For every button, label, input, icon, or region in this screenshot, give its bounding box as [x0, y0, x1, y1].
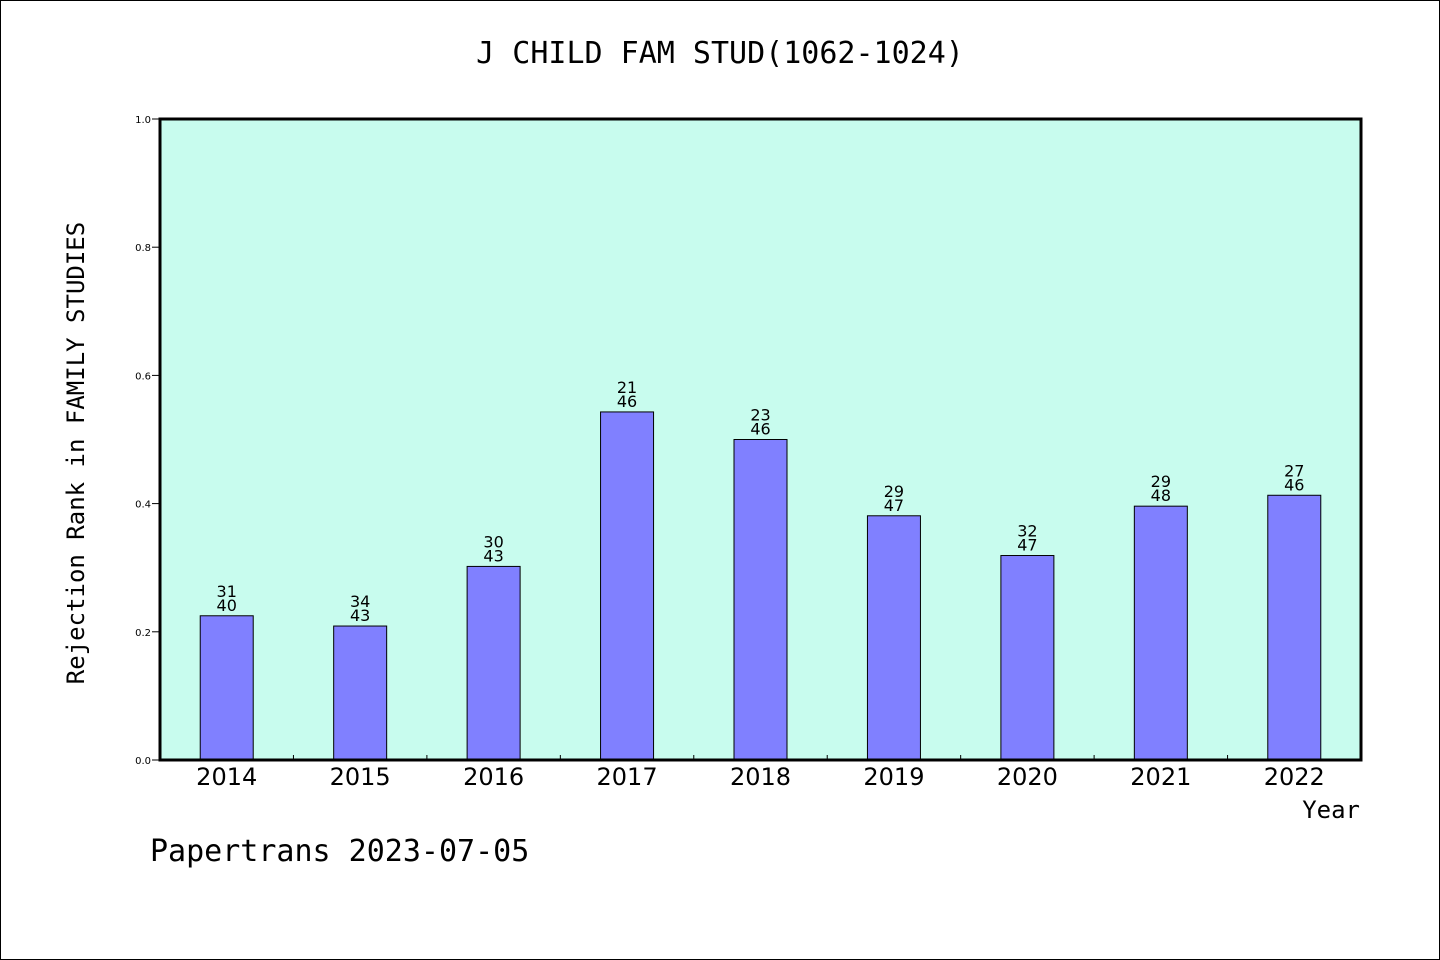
plot-border [158, 117, 1363, 762]
bar-label-top: 21 [617, 378, 637, 397]
x-category-label: 2018 [730, 763, 791, 791]
x-category-label: 2015 [330, 763, 391, 791]
bar-2016 [466, 565, 521, 761]
bar-2017 [600, 411, 655, 761]
x-category-label: 2019 [863, 763, 924, 791]
bar-2021 [1133, 505, 1188, 761]
bar-2015 [333, 625, 388, 761]
y-tick-label: 0.2 [135, 628, 151, 639]
bar-label-bottom: 48 [1151, 486, 1171, 505]
bar-label-top: 34 [350, 592, 370, 611]
chart-title: J CHILD FAM STUD(1062-1024) [476, 36, 964, 71]
bar-label-bottom: 43 [350, 606, 370, 625]
x-axis-label: Year [1302, 796, 1360, 824]
footer-credit: Papertrans 2023-07-05 [150, 834, 530, 869]
x-category-label: 2021 [1130, 763, 1191, 791]
bar-label-bottom: 46 [617, 392, 637, 411]
bar-label-top: 23 [750, 406, 770, 425]
x-category-label: 2017 [597, 763, 658, 791]
bar-2018 [733, 439, 788, 761]
y-tick-label: 0.6 [135, 371, 151, 382]
bar-label-top: 29 [884, 482, 904, 501]
bar-label-bottom: 40 [217, 596, 237, 615]
y-tick-label: 0.0 [135, 756, 151, 767]
bar-label-top: 32 [1017, 522, 1037, 541]
bar-label-bottom: 46 [1284, 475, 1304, 494]
bar-label-top: 29 [1151, 472, 1171, 491]
bar-2019 [866, 515, 921, 761]
bar-label-top: 30 [483, 532, 503, 551]
x-category-label: 2016 [463, 763, 524, 791]
y-tick-label: 1.0 [135, 115, 151, 126]
x-category-label: 2022 [1264, 763, 1325, 791]
bar-label-bottom: 43 [483, 546, 503, 565]
y-axis: 0.0 0.2 0.4 0.6 0.8 1.0 [135, 115, 160, 767]
x-axis: 2014 2015 2016 2017 2018 2019 2020 2021 2022 [196, 755, 1325, 791]
bar-label-bottom: 47 [1017, 536, 1037, 555]
x-category-label: 2014 [196, 763, 257, 791]
bar-label-bottom: 46 [750, 420, 770, 439]
y-tick-label: 0.4 [135, 500, 151, 511]
bar-label-bottom: 47 [884, 496, 904, 515]
bar-2014 [199, 615, 254, 761]
bar-2020 [1000, 555, 1055, 761]
y-tick-label: 0.8 [135, 243, 151, 254]
x-category-label: 2020 [997, 763, 1058, 791]
bar-2022 [1267, 494, 1322, 761]
bar-label-top: 31 [217, 582, 237, 601]
bar-label-top: 27 [1284, 461, 1304, 480]
